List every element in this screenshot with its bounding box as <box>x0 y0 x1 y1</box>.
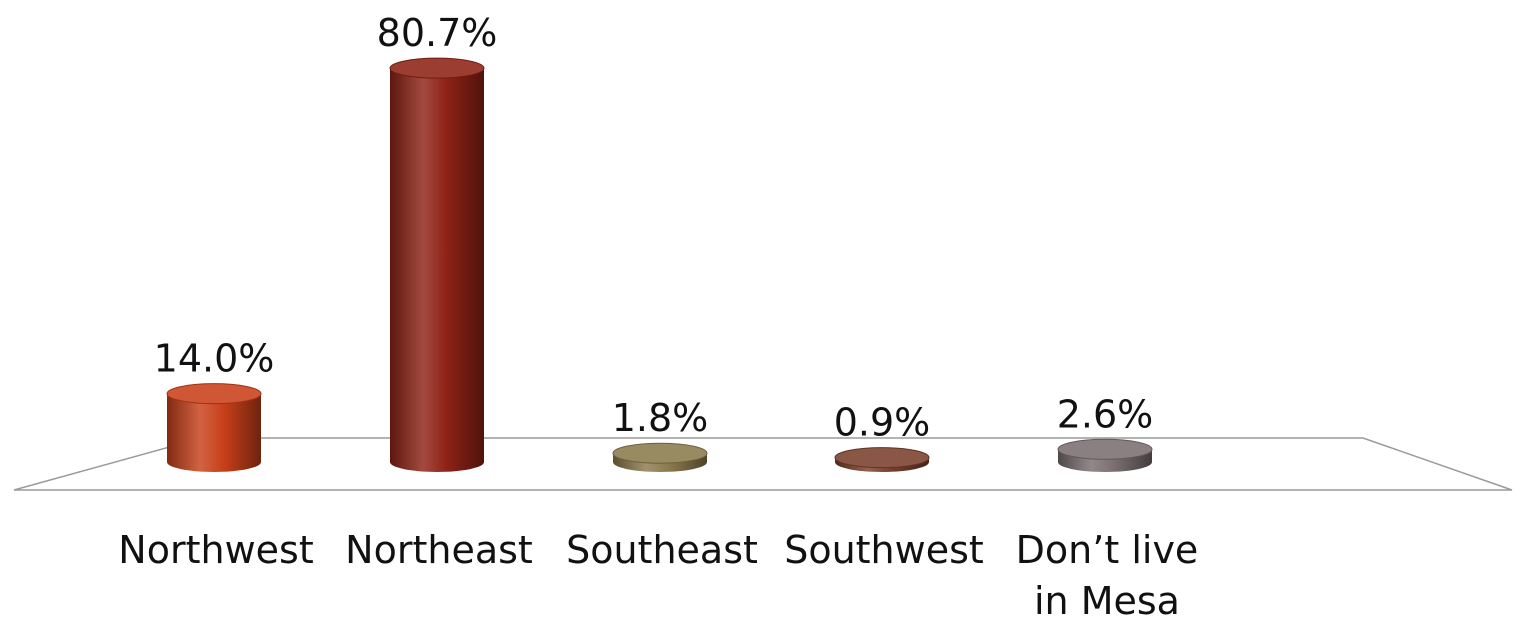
bar-top <box>389 57 485 79</box>
x-tick-label: Southeast <box>566 528 758 572</box>
x-tick-label: Don’t live in Mesa <box>1016 528 1199 623</box>
data-label: 1.8% <box>612 396 709 440</box>
bar-top <box>166 383 262 405</box>
bar-2 <box>389 57 485 472</box>
data-label: 0.9% <box>834 401 931 445</box>
bar-3 <box>612 442 708 472</box>
data-label: 80.7% <box>377 11 498 55</box>
data-label: 14.0% <box>154 337 275 381</box>
bar-top <box>612 442 708 464</box>
x-tick-label: Southwest <box>784 528 984 572</box>
data-label: 2.6% <box>1057 392 1154 436</box>
bar-5 <box>1057 438 1153 472</box>
bar-1 <box>166 383 262 472</box>
x-tick-label: Northwest <box>118 528 313 572</box>
x-tick-label: Northeast <box>345 528 533 572</box>
bar-body <box>167 393 261 472</box>
bar-body <box>390 68 484 472</box>
bar-top <box>1057 438 1153 460</box>
bar-4 <box>834 447 930 472</box>
bar-top <box>834 447 930 469</box>
